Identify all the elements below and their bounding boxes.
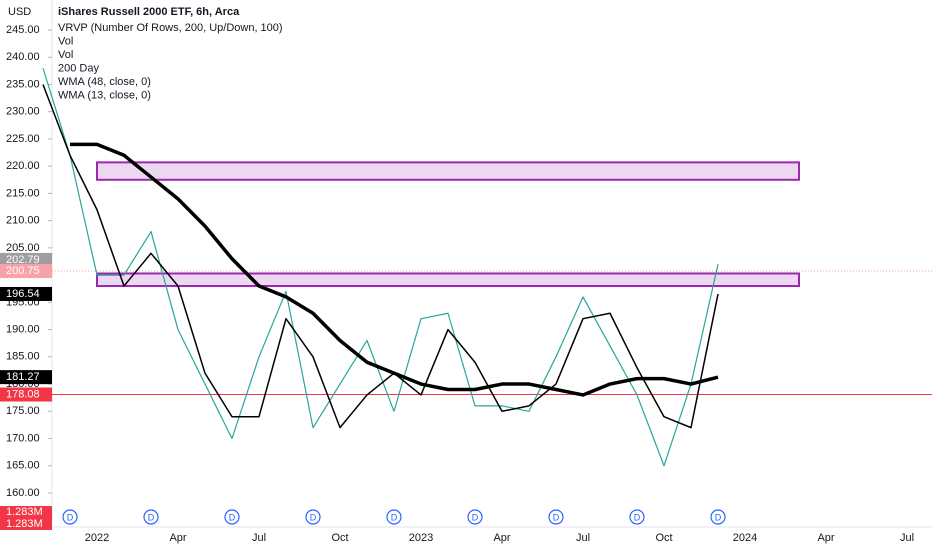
y-tick-label: 175.00	[6, 405, 40, 417]
x-tick-label: Apr	[817, 532, 834, 544]
y-tick-label: 160.00	[6, 487, 40, 499]
dividend-label: D	[229, 512, 236, 522]
y-tick-label: 205.00	[6, 242, 40, 254]
x-tick-label: Jul	[900, 532, 914, 544]
legend-entry: Vol	[58, 49, 73, 61]
legend-entry: WMA (48, close, 0)	[58, 76, 151, 88]
price-label: 202.79	[6, 254, 40, 266]
volume-label: 1.283M	[6, 506, 43, 518]
volume-label-box	[0, 506, 52, 518]
dividend-marker	[143, 509, 159, 525]
y-tick-label: 210.00	[6, 215, 40, 227]
chart-title: iShares Russell 2000 ETF, 6h, Arca	[58, 6, 240, 18]
legend-entry: 200 Day	[58, 62, 99, 74]
series-line	[42, 84, 719, 429]
price-label: 181.27	[6, 371, 40, 383]
price-label-box	[0, 286, 52, 301]
price-label: 196.54	[6, 288, 40, 300]
dividend-marker	[710, 509, 726, 525]
y-tick-label: 185.00	[6, 351, 40, 363]
legend-entry: Vol	[58, 35, 73, 47]
dividend-label: D	[634, 512, 641, 522]
y-tick-label: 245.00	[6, 24, 40, 36]
x-tick-label: 2024	[733, 532, 757, 544]
dividend-marker	[629, 509, 645, 525]
dividend-label: D	[391, 512, 398, 522]
dividend-label: D	[715, 512, 722, 522]
y-tick-label: 220.00	[6, 160, 40, 172]
dividend-label: D	[553, 512, 560, 522]
x-tick-label: 2022	[85, 532, 109, 544]
series-line	[70, 142, 719, 397]
y-tick-label: 165.00	[6, 460, 40, 472]
dividend-label: D	[148, 512, 155, 522]
dividend-marker	[467, 509, 483, 525]
x-tick-label: Oct	[655, 532, 672, 544]
price-label-box	[0, 370, 52, 385]
dividend-marker	[548, 509, 564, 525]
x-tick-label: Jul	[576, 532, 590, 544]
price-label-box	[0, 387, 52, 402]
y-tick-label: 230.00	[6, 106, 40, 118]
price-label-box	[0, 252, 52, 267]
zone	[96, 161, 800, 181]
currency-label: USD	[8, 6, 31, 18]
y-tick-label: 170.00	[6, 432, 40, 444]
dividend-label: D	[472, 512, 479, 522]
volume-label-box	[0, 518, 52, 530]
x-tick-label: Oct	[331, 532, 348, 544]
y-tick-label: 225.00	[6, 133, 40, 145]
dividend-marker	[386, 509, 402, 525]
dividend-label: D	[67, 512, 74, 522]
zone	[96, 272, 800, 288]
dividend-marker	[224, 509, 240, 525]
y-tick-label: 235.00	[6, 78, 40, 90]
series-line	[42, 67, 719, 467]
x-tick-label: Apr	[493, 532, 510, 544]
legend-entry: VRVP (Number Of Rows, 200, Up/Down, 100)	[58, 22, 283, 34]
dividend-marker	[62, 509, 78, 525]
x-tick-label: 2023	[409, 532, 433, 544]
price-label-box	[0, 264, 52, 279]
price-label: 200.75	[6, 265, 40, 277]
y-tick-label: 190.00	[6, 323, 40, 335]
price-label: 178.08	[6, 388, 40, 400]
dividend-label: D	[310, 512, 317, 522]
x-tick-label: Jul	[252, 532, 266, 544]
dividend-marker	[305, 509, 321, 525]
y-tick-label: 215.00	[6, 187, 40, 199]
legend-entry: WMA (13, close, 0)	[58, 89, 151, 101]
volume-label: 1.283M	[6, 518, 43, 530]
x-tick-label: Apr	[169, 532, 186, 544]
y-tick-label: 240.00	[6, 51, 40, 63]
